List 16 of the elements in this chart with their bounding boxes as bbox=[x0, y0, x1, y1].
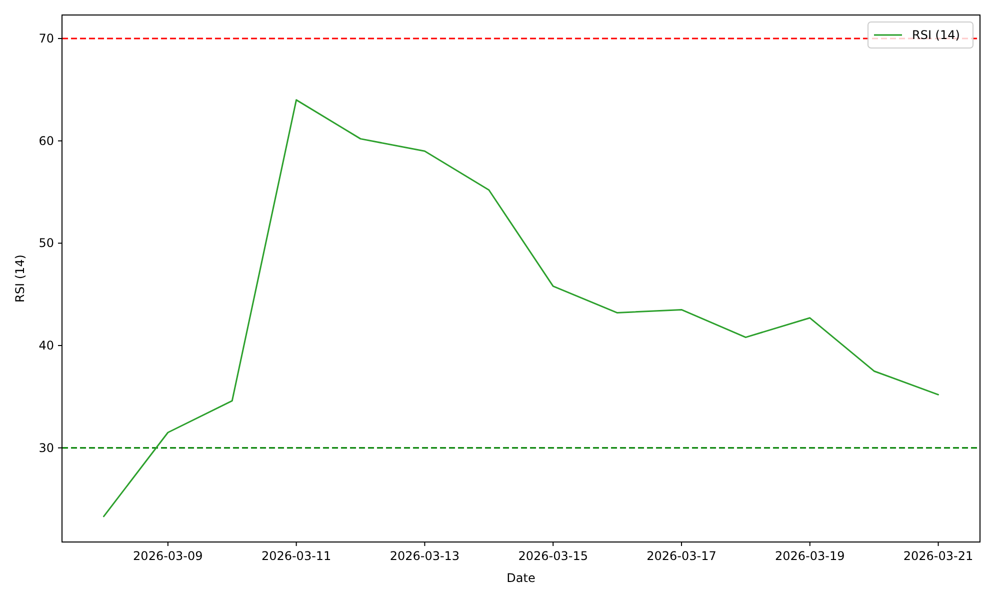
x-tick-label: 2026-03-11 bbox=[261, 549, 332, 563]
x-tick-label: 2026-03-13 bbox=[390, 549, 460, 563]
x-tick-label: 2026-03-17 bbox=[646, 549, 716, 563]
y-tick-label: 50 bbox=[38, 236, 54, 250]
x-tick-label: 2026-03-09 bbox=[133, 549, 203, 563]
y-tick-label: 70 bbox=[38, 32, 54, 46]
x-axis-title: Date bbox=[506, 571, 536, 585]
line-series bbox=[102, 99, 940, 518]
y-axis-title: RSI (14) bbox=[13, 254, 27, 302]
y-tick-label: 30 bbox=[38, 440, 54, 455]
x-tick-label: 2026-03-19 bbox=[775, 549, 845, 563]
y-tick-label: 40 bbox=[38, 338, 54, 353]
y-tick-label: 60 bbox=[38, 134, 54, 148]
x-tick-label: 2026-03-21 bbox=[903, 549, 974, 563]
legend-label: RSI (14) bbox=[912, 28, 960, 42]
x-tick-label: 2026-03-15 bbox=[518, 549, 588, 563]
